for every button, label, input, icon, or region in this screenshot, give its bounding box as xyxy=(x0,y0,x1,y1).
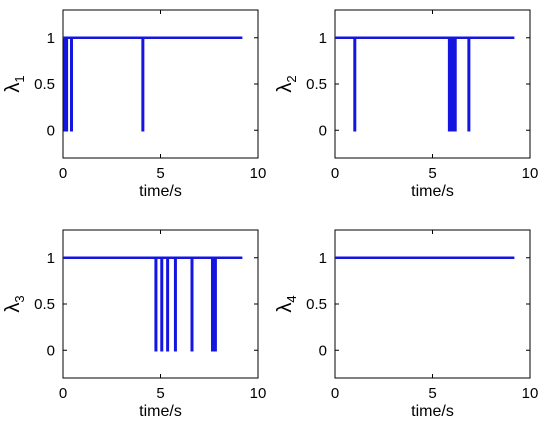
subplot-2: 0 5 10 0 0.5 1 time/s λ2 xyxy=(274,9,539,200)
axes-frame xyxy=(62,9,259,159)
axes-frame xyxy=(334,229,531,379)
x-tick-label: 5 xyxy=(156,385,164,402)
y-axis-label: λ3 xyxy=(2,295,27,312)
y-tick-label: 1 xyxy=(319,250,327,267)
x-axis-label: time/s xyxy=(411,403,454,420)
axes-frame xyxy=(334,9,531,159)
y-axis-label: λ1 xyxy=(2,75,27,92)
x-tick-label: 0 xyxy=(59,385,67,402)
y-tick-label: 1 xyxy=(47,30,55,47)
y-axis-label: λ4 xyxy=(274,295,299,312)
y-tick-label: 0.5 xyxy=(34,76,55,93)
series-line xyxy=(335,36,515,132)
subplot-3: 0 5 10 0 0.5 1 time/s λ3 xyxy=(2,229,267,420)
x-tick-label: 0 xyxy=(331,165,339,182)
x-tick-label: 5 xyxy=(428,165,436,182)
y-tick-label: 0.5 xyxy=(34,296,55,313)
x-axis-label: time/s xyxy=(411,183,454,200)
x-tick-label: 5 xyxy=(156,165,164,182)
series-line xyxy=(63,36,243,132)
subplot-4: 0 5 10 0 0.5 1 time/s λ4 xyxy=(274,229,539,420)
x-tick-label: 5 xyxy=(428,385,436,402)
series-line xyxy=(63,256,243,352)
x-tick-label: 10 xyxy=(250,165,267,182)
x-tick-label: 10 xyxy=(522,165,539,182)
y-tick-label: 1 xyxy=(47,250,55,267)
y-tick-label: 0 xyxy=(47,122,55,139)
x-axis-label: time/s xyxy=(139,403,182,420)
x-tick-label: 10 xyxy=(522,385,539,402)
y-tick-label: 0 xyxy=(319,122,327,139)
y-tick-label: 0.5 xyxy=(306,296,327,313)
y-tick-label: 0.5 xyxy=(306,76,327,93)
x-axis-label: time/s xyxy=(139,183,182,200)
y-axis-label: λ2 xyxy=(274,75,299,92)
x-tick-label: 0 xyxy=(59,165,67,182)
y-tick-label: 1 xyxy=(319,30,327,47)
x-tick-label: 0 xyxy=(331,385,339,402)
subplot-1: 0 5 10 0 0.5 1 time/s λ1 xyxy=(2,9,267,200)
y-tick-label: 0 xyxy=(319,342,327,359)
x-tick-label: 10 xyxy=(250,385,267,402)
y-tick-label: 0 xyxy=(47,342,55,359)
